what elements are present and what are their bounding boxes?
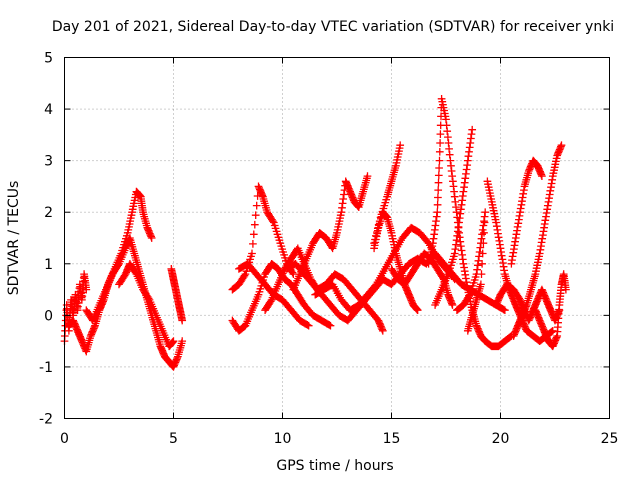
x-tick-label: 0 xyxy=(60,431,69,447)
series-satellite-track-14 xyxy=(370,141,405,248)
y-axis-label: SDTVAR / TECUs xyxy=(6,181,22,296)
x-tick-label: 10 xyxy=(274,431,292,447)
series-satellite-track-4 xyxy=(115,259,178,351)
chart-title: Day 201 of 2021, Sidereal Day-to-day VTE… xyxy=(52,19,614,35)
plot-frame xyxy=(64,57,610,419)
data-point-markers xyxy=(115,259,178,351)
series-satellite-track-12 xyxy=(311,223,459,315)
x-tick-label: 25 xyxy=(601,431,619,447)
data-point-markers xyxy=(424,94,516,351)
series-satellite-track-17 xyxy=(431,125,477,309)
x-tick-label: 15 xyxy=(383,431,401,447)
y-tick-labels: -2 -1 0 1 2 3 4 5 xyxy=(39,51,53,428)
series-satellite-track-20 xyxy=(492,280,564,325)
data-point-markers xyxy=(507,156,546,268)
y-tick-label: -2 xyxy=(39,412,53,428)
data-point-markers xyxy=(235,259,313,330)
x-tick-label: 5 xyxy=(169,431,178,447)
data-point-markers xyxy=(531,270,570,351)
y-tick-label: 1 xyxy=(44,257,53,273)
series-satellite-track-15 xyxy=(387,249,457,309)
data-series xyxy=(60,94,570,371)
y-tick-label: 2 xyxy=(44,205,53,221)
data-point-markers xyxy=(431,125,477,309)
x-tick-labels: 0 5 10 15 20 25 xyxy=(60,431,618,447)
data-point-markers xyxy=(387,249,457,309)
series-satellite-track-16 xyxy=(424,94,516,351)
y-tick-label: -1 xyxy=(39,360,53,376)
data-point-markers xyxy=(492,280,564,325)
x-axis-label: GPS time / hours xyxy=(276,458,393,474)
series-satellite-track-22 xyxy=(509,141,566,340)
y-tick-label: 4 xyxy=(44,102,53,118)
series-satellite-track-5 xyxy=(167,265,187,325)
data-point-markers xyxy=(509,141,566,340)
y-tick-label: 3 xyxy=(44,154,53,170)
data-point-markers xyxy=(167,265,187,325)
data-point-markers xyxy=(311,223,459,315)
series-satellite-track-21 xyxy=(507,156,546,268)
data-point-markers xyxy=(289,172,372,294)
x-tick-label: 20 xyxy=(492,431,510,447)
series-satellite-track-8 xyxy=(235,259,313,330)
axes xyxy=(64,57,610,419)
data-point-markers xyxy=(370,141,405,248)
y-tick-label: 0 xyxy=(44,308,53,324)
series-satellite-track-18 xyxy=(453,208,490,335)
series-satellite-track-10 xyxy=(289,172,372,294)
data-point-markers xyxy=(453,208,490,335)
y-tick-label: 5 xyxy=(44,51,53,67)
series-satellite-track-23 xyxy=(531,270,570,351)
